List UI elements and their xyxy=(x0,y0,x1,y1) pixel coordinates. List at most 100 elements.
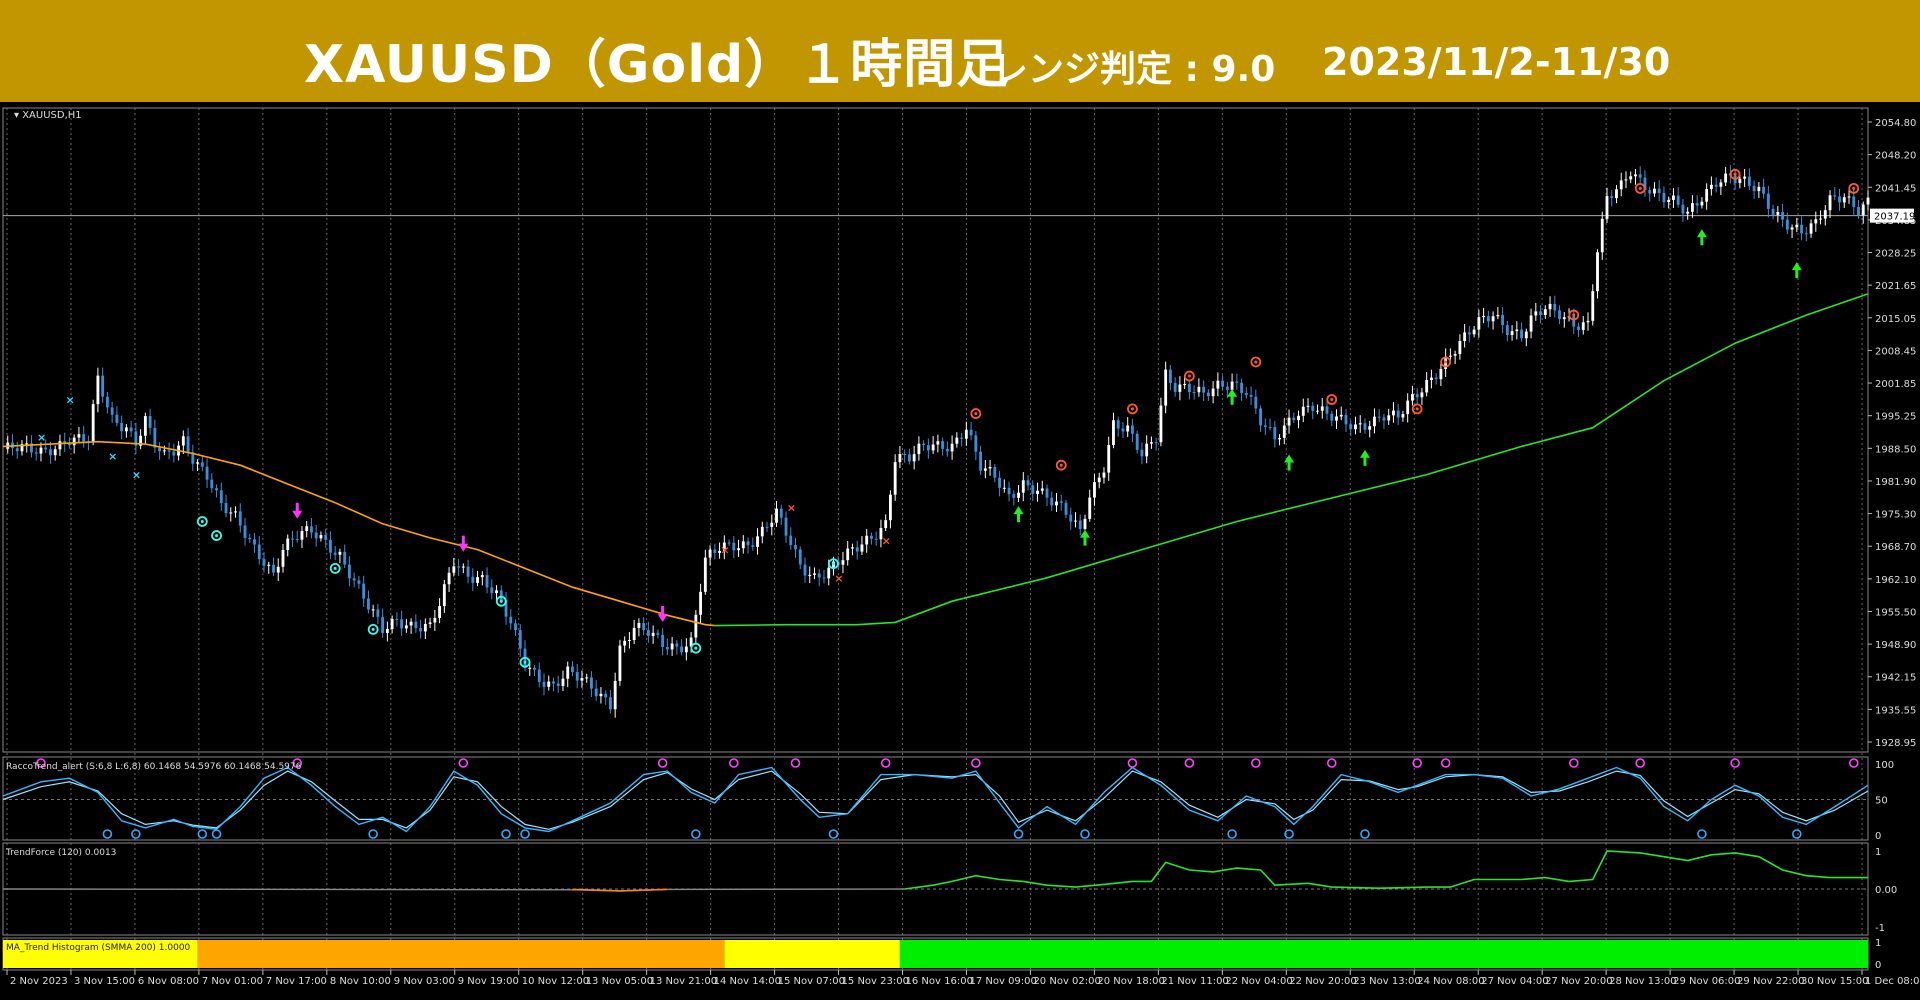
trading-chart[interactable]: × × × × × × × × RaccoTrend_alert (S:6,8 L:6,8) … xyxy=(0,102,1920,1000)
candle-body xyxy=(366,598,370,610)
candle-body xyxy=(1187,383,1191,393)
candle-body xyxy=(1358,423,1362,425)
candle-body xyxy=(1610,196,1614,199)
candle-body xyxy=(91,404,95,443)
x-tick-label: 2 Nov 2023 xyxy=(10,976,68,987)
candle-body xyxy=(1524,331,1528,339)
candle-body xyxy=(533,667,536,670)
candle-body xyxy=(893,462,897,495)
candle-body xyxy=(1809,223,1813,234)
candle-body xyxy=(1159,405,1163,443)
candle-body xyxy=(442,584,446,607)
candle-body xyxy=(1135,433,1139,450)
candle-body xyxy=(1548,303,1552,310)
x-tick-label: 15 Nov 07:00 xyxy=(778,976,845,987)
red-circle-dot xyxy=(1254,360,1258,364)
cyan-circle-marker xyxy=(828,558,839,570)
candle-body xyxy=(737,548,740,551)
red-circle-marker xyxy=(1326,394,1338,405)
candle-body xyxy=(922,443,926,446)
candle-body xyxy=(172,451,176,456)
oscillator-panel: RaccoTrend_alert (S:6,8 L:6,8) 60.1468 5… xyxy=(2,758,1869,839)
candle-body xyxy=(936,441,940,445)
candle-body xyxy=(1173,383,1177,392)
osc-top-marker xyxy=(729,758,739,768)
osc-top-marker xyxy=(1730,758,1740,768)
candle-body xyxy=(879,528,883,540)
candle-body xyxy=(903,453,907,455)
tf-negative-line xyxy=(572,888,668,892)
candle-body xyxy=(1263,425,1267,428)
candle-body xyxy=(243,525,247,538)
candle-body xyxy=(1510,331,1514,335)
candle-body xyxy=(950,443,954,452)
candle-body xyxy=(490,587,494,594)
candle-body xyxy=(789,535,793,546)
candle-body xyxy=(1586,320,1590,323)
candle-body xyxy=(1017,492,1020,498)
candle-body xyxy=(556,683,560,686)
y-tick-label: 2015.05 xyxy=(1875,314,1916,325)
candle-body xyxy=(1287,417,1291,426)
x-tick-label: 21 Nov 11:00 xyxy=(1161,976,1228,987)
candle-body xyxy=(72,437,76,446)
candle-body xyxy=(191,452,195,464)
candle-body xyxy=(1249,394,1253,397)
x-tick-label: 23 Nov 13:00 xyxy=(1353,976,1420,987)
candle-body xyxy=(1766,193,1770,209)
osc-top-marker xyxy=(1412,758,1422,768)
osc-top-marker xyxy=(1184,758,1195,768)
osc-top-marker xyxy=(1848,758,1859,768)
osc-top-marker xyxy=(790,758,801,768)
candle-body xyxy=(1458,341,1462,355)
candle-body xyxy=(1467,332,1471,335)
candle-body xyxy=(96,375,100,405)
x-tick-label: 20 Nov 18:00 xyxy=(1097,976,1164,987)
candle-body xyxy=(1847,196,1851,198)
candle-body xyxy=(376,609,380,617)
candle-body xyxy=(689,637,693,647)
candle-body xyxy=(1738,178,1742,184)
candle-body xyxy=(1059,501,1063,503)
candle-body xyxy=(1709,184,1713,190)
candle-body xyxy=(352,578,356,581)
candle-body xyxy=(229,512,233,514)
candle-body xyxy=(1202,386,1206,393)
candle-body xyxy=(1804,233,1808,235)
candle-body xyxy=(428,622,432,624)
candle-body xyxy=(1463,332,1467,342)
up-arrow-marker xyxy=(1079,529,1090,546)
candle-body xyxy=(1377,416,1381,418)
histogram-segment xyxy=(3,940,198,968)
candle-body xyxy=(129,427,133,432)
candle-body xyxy=(1145,443,1149,457)
candle-body xyxy=(604,693,608,698)
tf-y-label: 1 xyxy=(1875,847,1881,858)
candle-body xyxy=(1083,518,1087,530)
candle-body xyxy=(1781,212,1785,220)
x-tick-label: 13 Nov 05:00 xyxy=(586,976,653,987)
x-tick-label: 28 Nov 13:00 xyxy=(1609,976,1676,987)
candle-body xyxy=(547,681,551,687)
candle-body xyxy=(1505,325,1509,335)
candle-body xyxy=(1553,303,1557,311)
candle-body xyxy=(1112,420,1115,446)
candle-body xyxy=(594,688,598,697)
cross-marker: × xyxy=(787,501,796,514)
candle-body xyxy=(1254,396,1258,409)
tf-y-label: 0.00 xyxy=(1875,885,1897,896)
red-circle-marker xyxy=(1250,356,1262,368)
candle-body xyxy=(148,416,152,428)
candle-body xyxy=(120,422,124,432)
candle-body xyxy=(1657,188,1661,193)
y-tick-label: 1981.90 xyxy=(1875,477,1916,488)
candle-body xyxy=(1676,195,1680,205)
candle-body xyxy=(993,466,997,478)
up-arrow-marker xyxy=(1696,229,1707,246)
cyan-circle-marker xyxy=(690,642,702,654)
x-tick-label: 29 Nov 22:00 xyxy=(1737,976,1804,987)
candle-body xyxy=(623,640,627,646)
y-tick-label: 2041.45 xyxy=(1875,183,1916,194)
cyan-circle-dot xyxy=(694,646,698,650)
y-tick-label: 1988.50 xyxy=(1875,444,1916,455)
